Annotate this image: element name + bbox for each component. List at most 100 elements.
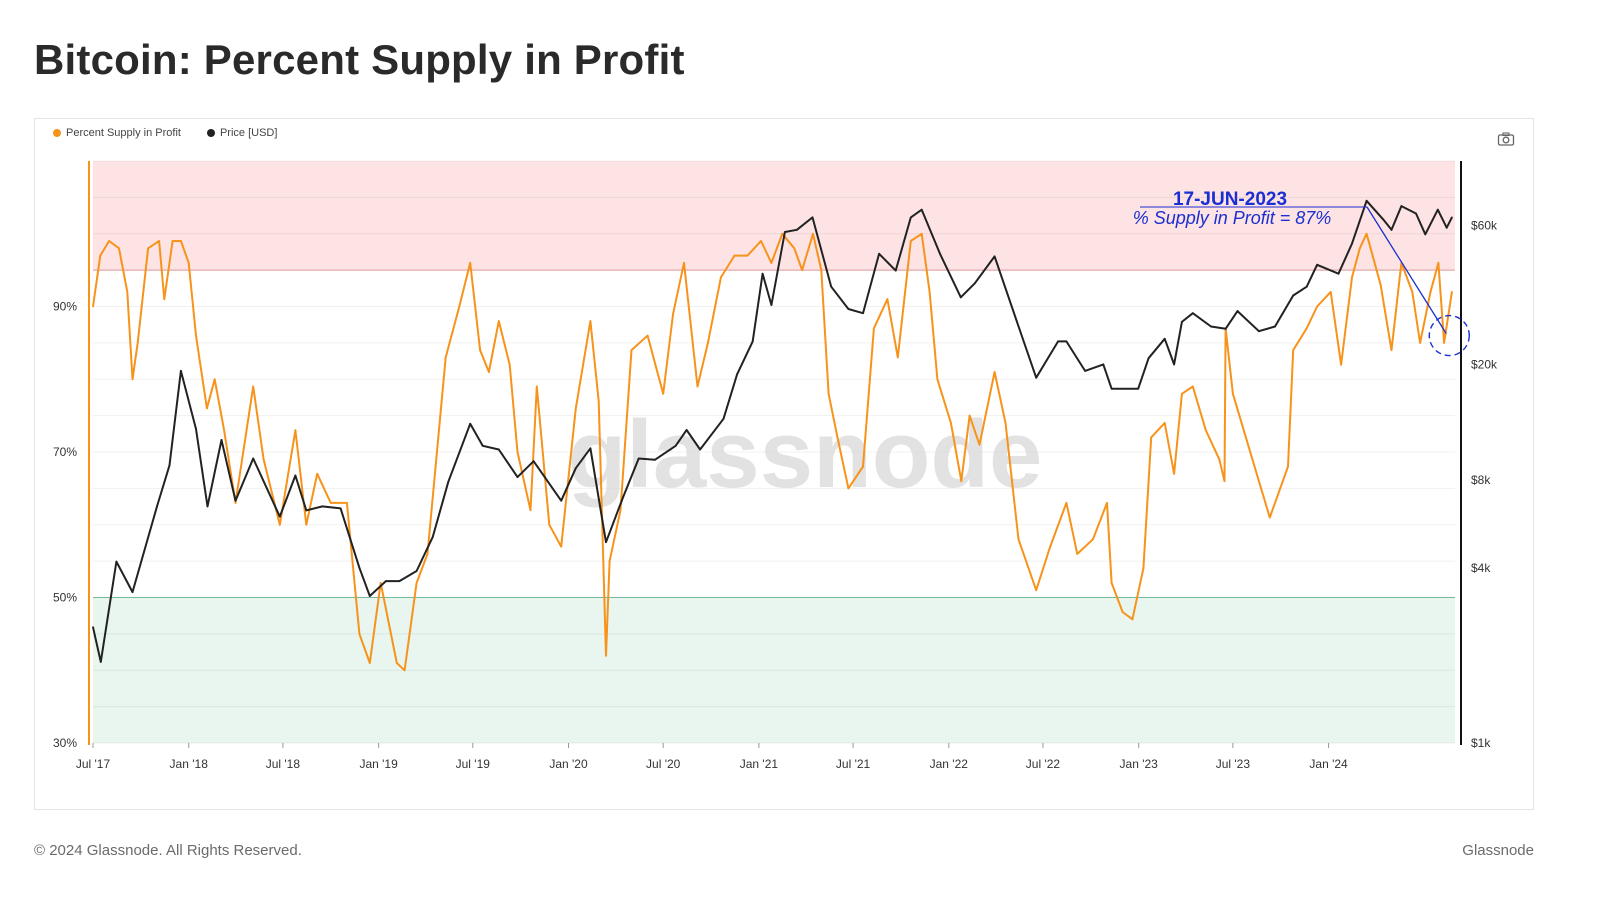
supply-line-point <box>99 254 102 257</box>
right-tick-label: $8k <box>1471 473 1491 487</box>
supply-line-point <box>672 312 674 315</box>
supply-line-point <box>147 247 150 250</box>
supply-line-point <box>136 341 139 344</box>
legend-label-price: Price [USD] <box>219 127 278 139</box>
supply-line-point <box>252 385 255 388</box>
supply-line-point <box>968 414 971 417</box>
supply-line-point <box>158 240 160 242</box>
glassnode-watermark: glassnode <box>568 401 1043 508</box>
price-line-point <box>1102 363 1105 366</box>
price-line-point <box>469 422 472 425</box>
supply-line-point <box>820 269 823 272</box>
price-line-point <box>1316 263 1319 266</box>
supply-line-point <box>1142 567 1145 570</box>
supply-line-point <box>1017 538 1020 541</box>
supply-line-point <box>720 276 722 279</box>
supply-line-point <box>993 371 996 373</box>
supply-line-point <box>1106 502 1108 504</box>
price-line-point <box>1351 242 1353 245</box>
price-line-point <box>637 457 640 460</box>
supply-line-point <box>305 523 308 526</box>
supply-line-point <box>92 305 94 308</box>
supply-line-point <box>479 349 481 352</box>
supply-line-point <box>415 582 418 584</box>
price-line-point <box>1436 208 1439 211</box>
supply-line-point <box>497 320 500 322</box>
legend-label-supply: Percent Supply in Profit <box>66 127 181 139</box>
supply-line-point <box>733 254 736 257</box>
price-line-point <box>532 460 535 463</box>
chart-legend: Percent Supply in Profit Price [USD] <box>53 127 277 139</box>
chart-plot: glassnode 30% 50% 70% 90% $1k $4k $8k $20k $60k J… <box>53 160 1498 771</box>
supply-line-point <box>920 232 923 235</box>
chart-card: Percent Supply in Profit Price [USD] gla… <box>34 118 1534 810</box>
price-line-point <box>751 340 754 343</box>
supply-line-point <box>1450 291 1453 293</box>
supply-line-point <box>770 261 773 264</box>
supply-line-point <box>358 632 361 635</box>
legend-item-supply[interactable]: Percent Supply in Profit <box>53 127 181 139</box>
price-line-point <box>847 308 850 310</box>
price-line-point <box>516 476 519 478</box>
price-line-point <box>795 228 798 231</box>
supply-line-point <box>345 502 348 504</box>
left-tick-label: 70% <box>53 445 77 459</box>
x-tick-label: Jul '17 <box>76 757 111 771</box>
legend-dot-supply <box>53 129 61 137</box>
x-tick-label: Jul '23 <box>1216 757 1251 771</box>
price-line-point <box>699 448 702 451</box>
price-line-point <box>920 208 923 211</box>
supply-line-point <box>605 654 607 657</box>
x-tick-label: Jul '19 <box>456 757 491 771</box>
price-line-point <box>1365 199 1368 202</box>
supply-line-point <box>1305 327 1308 330</box>
supply-line-point <box>1065 502 1068 504</box>
price-line-point <box>1180 320 1183 323</box>
price-line-point <box>862 312 864 315</box>
legend-item-price[interactable]: Price [USD] <box>206 127 278 139</box>
price-line-point <box>168 464 171 467</box>
supply-line-point <box>597 400 600 402</box>
supply-line-point <box>118 247 120 250</box>
price-line-point <box>1257 330 1260 333</box>
price-line-point <box>1210 325 1212 328</box>
supply-line-point <box>560 545 563 548</box>
price-line-point <box>1065 340 1068 343</box>
x-tick-label: Jan '22 <box>930 757 969 771</box>
supply-line-point <box>1257 480 1260 482</box>
supply-line-point <box>395 662 398 664</box>
supply-line-point <box>1429 291 1432 293</box>
price-line-point <box>131 591 134 594</box>
camera-icon[interactable] <box>1497 131 1515 147</box>
price-line-point <box>234 499 237 502</box>
left-tick-label: 30% <box>53 736 77 750</box>
supply-line-point <box>1411 291 1414 293</box>
price-line-point <box>1415 212 1417 215</box>
supply-line-point <box>234 502 237 504</box>
price-line-point <box>1191 312 1194 315</box>
supply-line-point <box>1365 232 1368 235</box>
supply-line-point <box>108 240 111 242</box>
supply-line-point <box>1131 618 1134 621</box>
price-line-point <box>589 447 592 450</box>
price-line-point <box>736 373 738 376</box>
price-line-point <box>770 304 773 306</box>
price-line-point <box>1305 285 1308 288</box>
band-low <box>93 597 1455 743</box>
price-line-point <box>305 509 308 512</box>
price-line-point <box>368 595 371 597</box>
price-line-point <box>431 536 434 538</box>
supply-line-point <box>171 240 174 242</box>
price-line-point <box>1274 325 1276 328</box>
supply-line-point <box>1191 385 1194 388</box>
price-line-point <box>1390 228 1393 231</box>
supply-line-point <box>1035 589 1038 592</box>
x-tick-label: Jan '19 <box>359 757 398 771</box>
price-line-point <box>1224 327 1227 330</box>
supply-line-point <box>827 392 830 395</box>
annotation-text: % Supply in Profit = 87% <box>1133 208 1332 228</box>
price-line-point <box>653 458 656 461</box>
price-line-point <box>959 296 962 299</box>
supply-line-point <box>187 261 190 264</box>
price-line <box>92 199 1453 663</box>
